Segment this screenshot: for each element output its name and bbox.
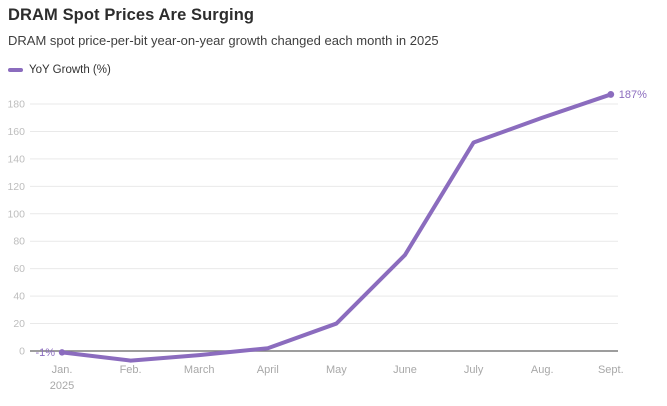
chart-title: DRAM Spot Prices Are Surging [8,6,255,24]
y-tick-label-0: 0 [19,346,25,358]
y-tick-label-20: 20 [13,318,25,330]
yoy-growth-line-series [60,92,613,363]
x-tick-label-june: June [393,364,417,376]
point-label-last: 187% [619,89,647,101]
chart-subtitle: DRAM spot price-per-bit year-on-year gro… [8,33,439,48]
x-tick-label-feb: Feb. [120,364,142,376]
x-axis-year-label: 2025 [50,380,74,392]
y-tick-label-60: 60 [13,263,25,275]
y-tick-label-140: 140 [7,153,25,165]
x-tick-label-april: April [257,364,279,376]
x-tick-label-sept: Sept. [598,364,624,376]
legend-label: YoY Growth (%) [29,64,111,76]
y-tick-label-80: 80 [13,236,25,248]
data-point-first [58,349,66,356]
y-tick-label-160: 160 [7,126,25,138]
yoy-growth-line-chart: 0 20 40 60 80 100 120 140 160 180 Jan. Feb. March Apr… [7,89,647,392]
x-tick-label-may: May [326,364,347,376]
x-tick-label-aug: Aug. [531,364,554,376]
x-tick-label-march: March [184,364,215,376]
legend: YoY Growth (%) [8,64,111,76]
y-tick-label-180: 180 [7,99,25,111]
y-tick-label-120: 120 [7,181,25,193]
x-tick-label-july: July [464,364,484,376]
y-tick-label-40: 40 [13,291,25,303]
data-point-last [607,91,615,98]
point-label-first: -1% [35,347,55,359]
y-tick-label-100: 100 [7,208,25,220]
x-tick-label-jan: Jan. [52,364,73,376]
legend-line-swatch [8,68,23,72]
